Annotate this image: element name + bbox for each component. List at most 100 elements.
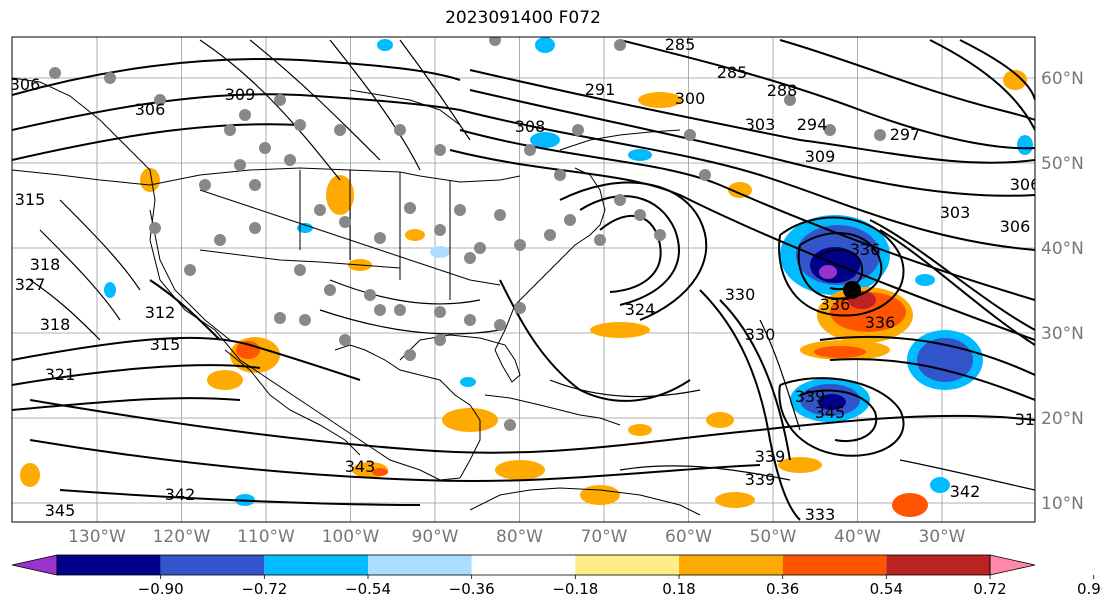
contour-value-label: 303 [940,203,971,222]
observation-dot [214,234,226,246]
colorbar-tick-label: −0.90 [138,580,184,598]
observation-dot [564,214,576,226]
longitude-label: 30°W [919,527,966,547]
contour-value-label: 294 [797,115,828,134]
contour-value-label: 318 [1015,410,1046,429]
contour-value-label: 315 [15,190,46,209]
contour-value-label: 291 [585,80,616,99]
observation-dot [274,94,286,106]
colorbar-segment [782,555,887,575]
contour-value-label: 318 [40,315,71,334]
observation-dot [464,252,476,264]
observation-dot [544,229,556,241]
observation-dot [284,154,296,166]
observation-dot [314,204,326,216]
colorbar-tick-label: 0.36 [766,580,799,598]
contour-value-label: 300 [675,89,706,108]
colorbar-tick-label: 0.18 [662,580,695,598]
longitude-label: 90°W [412,527,459,547]
latitude-label: 50°N [1041,154,1084,174]
observation-dot [824,124,836,136]
observation-dot [699,169,711,181]
colorbar-tick-label: 0.72 [973,580,1006,598]
contour-value-label: 318 [30,255,61,274]
contour-value-label: 285 [717,63,748,82]
observation-dot [572,124,584,136]
longitude-label: 110°W [237,527,295,547]
colorbar-tick-label: 0.54 [870,580,903,598]
contour-value-label: 342 [165,485,196,504]
latitude-label: 60°N [1041,69,1084,89]
longitude-label: 130°W [68,527,126,547]
longitude-label: 70°W [581,527,628,547]
longitude-label: 80°W [496,527,543,547]
contour-value-label: 333 [805,505,836,524]
contour-value-label: 327 [15,275,46,294]
observation-dot [374,232,386,244]
observation-dot [249,179,261,191]
contour-value-label: 306 [1000,217,1031,236]
contour-value-label: 336 [820,295,851,314]
observation-dot [49,67,61,79]
observation-dot [259,142,271,154]
observation-dot [339,216,351,228]
contour-value-label: 306 [1010,175,1041,194]
contour-value-label: 321 [45,365,76,384]
observation-dot [154,94,166,106]
colorbar-tick-label: −0.18 [552,580,598,598]
observation-dot [364,289,376,301]
observation-dot [614,194,626,206]
observation-dot [434,306,446,318]
contour-value-label: 339 [755,447,786,466]
colorbar-extend-max [989,554,1036,576]
contour-value-label: 330 [725,285,756,304]
latitude-label: 10°N [1041,494,1084,514]
observation-dot [339,334,351,346]
contour-value-label: 345 [45,501,76,520]
observation-dot [434,224,446,236]
map-frame [11,36,1036,523]
observation-dot [104,72,116,84]
observation-dot [374,304,386,316]
observation-dot [434,334,446,346]
observation-dot [784,94,796,106]
latitude-label: 30°N [1041,324,1084,344]
contour-value-label: 308 [515,117,546,136]
contour-value-label: 343 [345,457,376,476]
colorbar-tick-label: −0.54 [345,580,391,598]
observation-dot [239,109,251,121]
observation-dot [394,304,406,316]
colorbar-extend-min [11,554,58,576]
contour-value-label: 336 [865,313,896,332]
contour-value-label: 345 [815,403,846,422]
observation-dot [494,209,506,221]
longitude-label: 100°W [322,527,380,547]
contour-value-label: 306 [10,75,41,94]
observation-dot [294,119,306,131]
contour-value-label: 324 [625,300,656,319]
height-contours [12,39,1035,521]
colorbar-segment [575,555,679,575]
observation-dot [634,209,646,221]
colorbar-tick-label: −0.72 [241,580,287,598]
observation-dot [149,222,161,234]
observation-dot [249,222,261,234]
observation-dot [504,419,516,431]
contour-value-label: 339 [745,470,776,489]
colorbar-segment [160,555,265,575]
contour-value-label: 336 [850,240,881,259]
observation-dot [654,229,666,241]
observation-dot [594,234,606,246]
colorbar-tick-label: −0.36 [449,580,495,598]
colorbar-segment [264,555,368,575]
observation-dot [514,302,526,314]
longitude-label: 60°W [665,527,712,547]
observation-dot [199,179,211,191]
secondary-contours [29,39,1035,491]
contour-value-label: 306 [135,100,166,119]
contour-value-label: 285 [665,35,696,54]
contour-value-label: 312 [145,303,176,322]
observation-dot [684,129,696,141]
colorbar-tick-label: 0.90 [1077,580,1102,598]
